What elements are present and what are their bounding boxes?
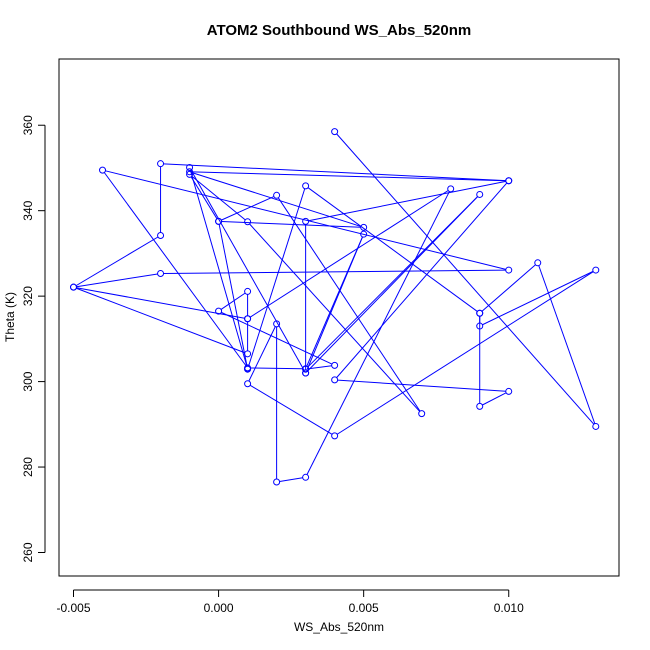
series-segment <box>221 196 275 221</box>
series-segment <box>249 384 333 435</box>
series-segment <box>307 187 478 312</box>
series-segment <box>337 379 506 392</box>
series-segment <box>308 180 506 222</box>
data-point <box>360 223 368 231</box>
data-point <box>302 217 310 225</box>
series-segment <box>189 170 248 367</box>
series-segment <box>191 175 246 221</box>
series-segment <box>482 270 594 326</box>
series-segment <box>76 273 158 288</box>
data-point <box>592 422 600 430</box>
data-point <box>331 432 339 440</box>
series-segment <box>220 292 246 310</box>
data-point <box>476 322 484 330</box>
series-segment <box>76 287 245 354</box>
data-point <box>331 361 339 369</box>
data-point <box>157 231 165 239</box>
data-point <box>302 365 310 373</box>
series-segment <box>163 163 506 182</box>
y-tick-label: 300 <box>21 371 35 391</box>
series-segment <box>190 169 305 371</box>
data-point <box>244 218 252 226</box>
series-segment <box>306 191 450 475</box>
x-axis: -0.005 0.000 0.005 0.010 <box>56 589 524 615</box>
data-point <box>505 177 513 185</box>
data-point <box>418 410 426 418</box>
data-point <box>186 164 194 172</box>
data-point <box>302 369 310 377</box>
y-tick-label: 360 <box>21 115 35 135</box>
series-segment <box>277 197 421 412</box>
data-point <box>186 170 194 178</box>
plot-frame <box>58 58 620 577</box>
data-point <box>505 387 513 395</box>
data-point <box>244 380 252 388</box>
series-segment <box>308 365 332 370</box>
chart-title: ATOM2 Southbound WS_Abs_520nm <box>207 22 471 39</box>
data-point <box>215 217 223 225</box>
data-point <box>186 168 194 176</box>
data-point <box>70 283 78 291</box>
x-tick-label: 0.005 <box>349 601 379 615</box>
y-tick-label: 260 <box>21 542 35 562</box>
series-segment <box>103 172 247 366</box>
y-tick-label: 340 <box>21 200 35 220</box>
data-point <box>215 307 223 315</box>
series-segment <box>279 477 303 483</box>
data-point <box>592 266 600 274</box>
data-point <box>302 473 310 481</box>
y-tick-label: 320 <box>21 286 35 306</box>
data-point <box>244 365 252 373</box>
data-point <box>273 191 281 199</box>
data-point <box>244 350 252 358</box>
data-point <box>476 402 484 410</box>
x-tick-label: -0.005 <box>56 601 90 615</box>
data-point <box>244 315 252 323</box>
data-point <box>302 182 310 190</box>
series-segment <box>249 223 421 412</box>
data-point <box>157 269 165 277</box>
data-point <box>331 376 339 384</box>
y-axis: 260 280 300 320 340 360 <box>21 115 46 563</box>
series-segment <box>192 172 361 227</box>
data-point <box>447 185 455 193</box>
data-point <box>273 478 281 486</box>
x-tick-label: 0.000 <box>204 601 234 615</box>
data-point <box>476 309 484 317</box>
series-segment <box>336 182 508 378</box>
series-segment <box>190 176 218 220</box>
data-point <box>476 190 484 198</box>
series-segment <box>307 196 478 372</box>
data-point <box>331 128 339 136</box>
x-axis-label: WS_Abs_520nm <box>294 620 384 634</box>
data-point <box>360 230 368 238</box>
series-segment <box>105 170 506 270</box>
series-segment <box>218 224 248 367</box>
series-segment <box>192 171 506 182</box>
series-segment <box>336 133 595 425</box>
series-segment <box>306 236 363 371</box>
series-segment <box>163 269 506 274</box>
series-segment <box>250 367 303 370</box>
series-segment <box>538 265 596 424</box>
x-tick-label: 0.010 <box>494 601 524 615</box>
series-segment <box>249 190 449 318</box>
data-point <box>157 160 165 168</box>
data-point <box>534 259 542 267</box>
data-point <box>99 166 107 174</box>
y-axis-label: Theta (K) <box>3 292 17 342</box>
data-point <box>273 320 281 328</box>
y-tick-label: 280 <box>21 457 35 477</box>
series-layer <box>70 128 600 486</box>
series-segment <box>336 271 594 435</box>
series-segment <box>482 392 507 406</box>
series-segment <box>481 264 536 312</box>
data-point <box>505 266 513 274</box>
series-segment <box>75 236 159 287</box>
series-segment <box>248 188 306 367</box>
data-point <box>244 287 252 295</box>
